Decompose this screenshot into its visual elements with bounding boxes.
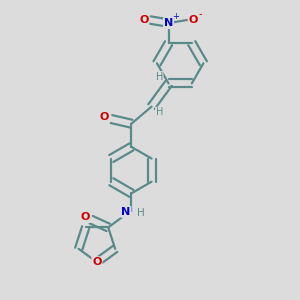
Text: N: N <box>121 207 130 217</box>
Text: O: O <box>92 257 102 267</box>
Text: +: + <box>172 12 179 21</box>
Text: O: O <box>139 15 148 25</box>
Text: O: O <box>100 112 109 122</box>
Text: H: H <box>156 107 163 117</box>
Text: H: H <box>137 208 145 218</box>
Text: -: - <box>198 9 202 20</box>
Text: O: O <box>189 15 198 25</box>
Text: H: H <box>156 72 163 82</box>
Text: O: O <box>80 212 90 222</box>
Text: N: N <box>164 18 173 28</box>
